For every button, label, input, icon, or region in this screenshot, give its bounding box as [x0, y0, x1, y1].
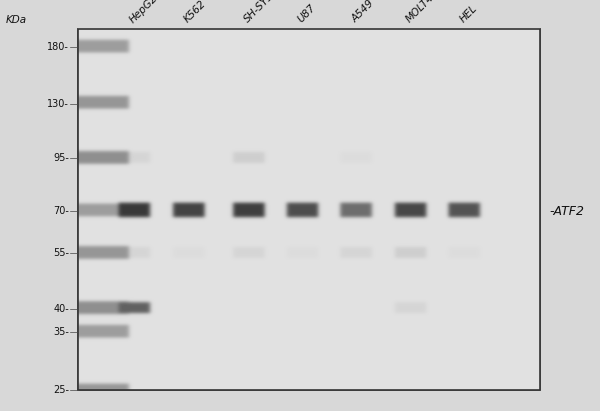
Text: HEL: HEL: [458, 3, 479, 25]
Text: HepG2: HepG2: [128, 0, 160, 25]
Text: -ATF2: -ATF2: [549, 205, 584, 218]
Text: 95-: 95-: [53, 153, 69, 163]
Text: 180-: 180-: [47, 42, 69, 52]
Text: A549: A549: [350, 0, 376, 25]
Text: 40-: 40-: [53, 304, 69, 314]
Text: 25-: 25-: [53, 386, 69, 395]
Bar: [78, 29, 540, 390]
Text: 35-: 35-: [53, 327, 69, 337]
Text: 55-: 55-: [53, 248, 69, 258]
Bar: [78, 29, 540, 390]
Text: MOLT4: MOLT4: [404, 0, 436, 25]
Text: SH-SY5Y: SH-SY5Y: [242, 0, 280, 25]
Text: KDa: KDa: [6, 15, 27, 25]
Text: K562: K562: [182, 0, 208, 25]
Text: 130-: 130-: [47, 99, 69, 109]
Text: 70-: 70-: [53, 206, 69, 216]
Text: U87: U87: [296, 3, 318, 25]
